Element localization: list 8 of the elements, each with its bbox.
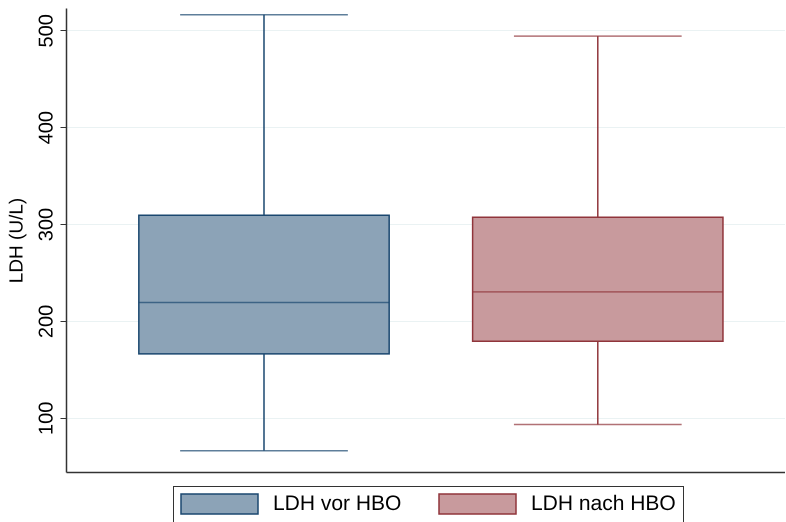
y-tick-label: 300 [36,208,58,242]
y-axis-title: LDH (U/L) [6,198,28,284]
y-tick-label: 500 [36,14,58,48]
legend-label: LDH nach HBO [531,492,676,515]
legend-label: LDH vor HBO [273,492,402,515]
y-tick-label: 400 [36,110,58,144]
y-tick-label: 100 [36,402,58,435]
y-tick-label: 200 [36,304,58,338]
